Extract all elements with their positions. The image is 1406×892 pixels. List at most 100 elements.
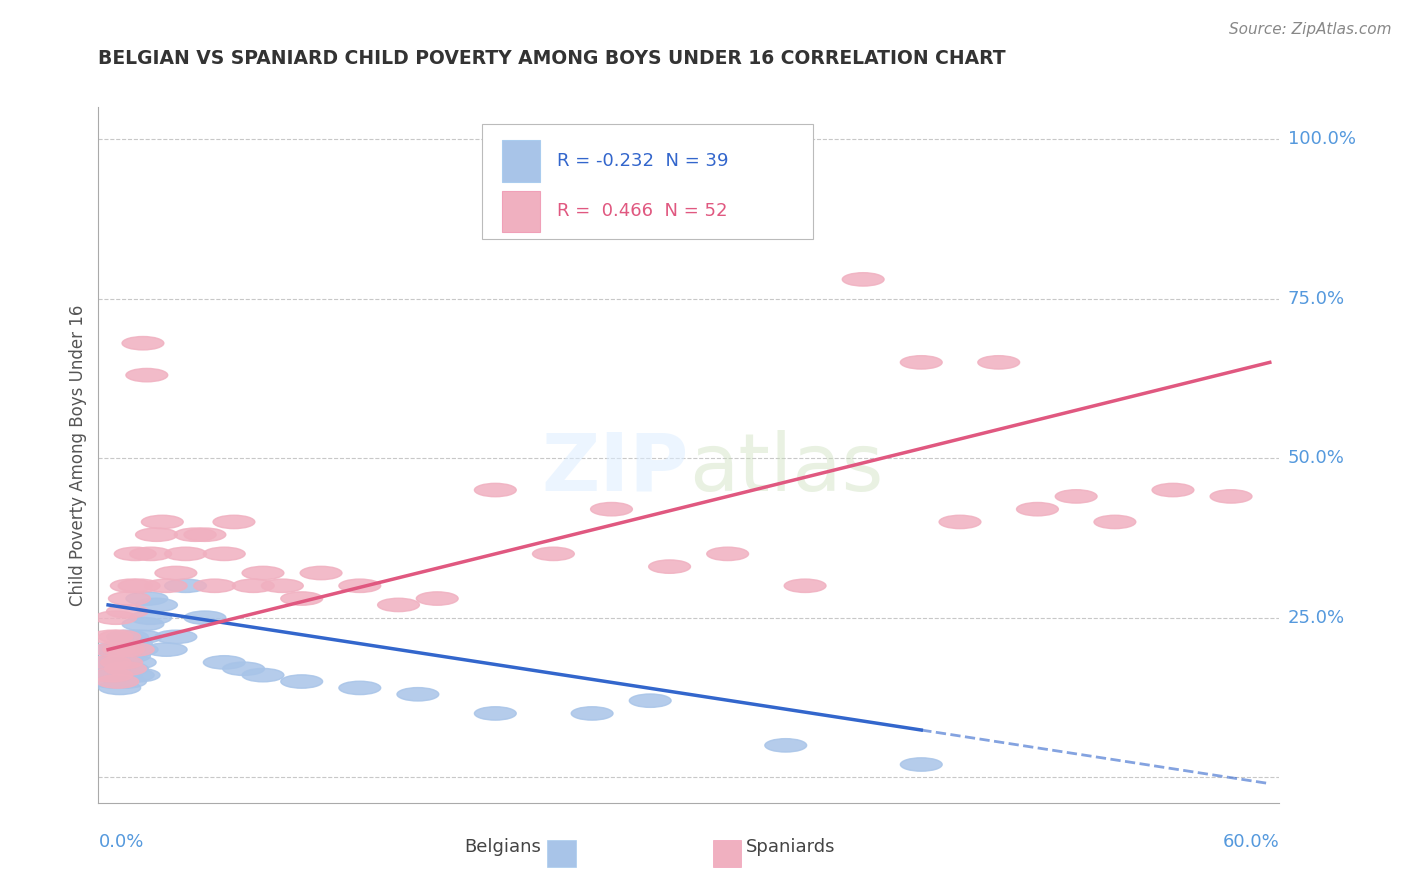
Ellipse shape [107,630,149,643]
Text: 25.0%: 25.0% [1288,608,1346,627]
Ellipse shape [339,681,381,695]
Ellipse shape [1094,516,1136,529]
Ellipse shape [785,579,825,592]
FancyBboxPatch shape [502,191,540,232]
Ellipse shape [97,675,139,689]
Ellipse shape [184,611,226,624]
Ellipse shape [129,611,172,624]
Text: 100.0%: 100.0% [1288,130,1355,148]
Text: atlas: atlas [689,430,883,508]
Ellipse shape [765,739,807,752]
Text: Spaniards: Spaniards [745,838,835,855]
Ellipse shape [155,566,197,580]
Ellipse shape [135,528,177,541]
Ellipse shape [396,688,439,701]
Ellipse shape [118,579,160,592]
Ellipse shape [142,516,183,529]
Ellipse shape [103,649,145,663]
Ellipse shape [127,591,167,606]
Ellipse shape [630,694,671,707]
Ellipse shape [222,662,264,675]
Ellipse shape [339,579,381,592]
Ellipse shape [232,579,274,592]
Ellipse shape [533,547,574,560]
Ellipse shape [281,591,322,606]
FancyBboxPatch shape [482,124,813,239]
Ellipse shape [108,591,150,606]
Ellipse shape [145,643,187,657]
Ellipse shape [108,649,150,663]
Ellipse shape [214,516,254,529]
Text: 0.0%: 0.0% [98,833,143,851]
Ellipse shape [165,579,207,592]
Ellipse shape [89,656,131,669]
Ellipse shape [707,547,748,560]
Ellipse shape [1211,490,1251,503]
Text: R = -0.232  N = 39: R = -0.232 N = 39 [557,153,728,170]
Ellipse shape [1056,490,1097,503]
Ellipse shape [378,599,419,612]
Ellipse shape [474,706,516,720]
Ellipse shape [262,579,304,592]
Ellipse shape [939,516,981,529]
Ellipse shape [155,630,197,643]
Ellipse shape [120,630,162,643]
Ellipse shape [194,579,235,592]
Ellipse shape [842,273,884,286]
Ellipse shape [648,560,690,574]
Text: R =  0.466  N = 52: R = 0.466 N = 52 [557,202,727,220]
Ellipse shape [91,643,134,657]
Ellipse shape [571,706,613,720]
Ellipse shape [107,605,149,618]
Ellipse shape [101,656,142,669]
Ellipse shape [91,668,134,681]
Ellipse shape [204,547,245,560]
Ellipse shape [112,643,155,657]
Ellipse shape [416,591,458,606]
Ellipse shape [111,637,152,650]
Ellipse shape [107,662,149,675]
Ellipse shape [977,356,1019,369]
Text: 75.0%: 75.0% [1288,290,1346,308]
Ellipse shape [93,643,135,657]
Ellipse shape [111,579,152,592]
Ellipse shape [96,668,136,681]
Text: ZIP: ZIP [541,430,689,508]
Ellipse shape [104,675,146,689]
Ellipse shape [165,547,207,560]
Ellipse shape [900,758,942,772]
Text: 60.0%: 60.0% [1223,833,1279,851]
Ellipse shape [112,668,155,681]
Ellipse shape [281,675,322,689]
Text: BELGIAN VS SPANIARD CHILD POVERTY AMONG BOYS UNDER 16 CORRELATION CHART: BELGIAN VS SPANIARD CHILD POVERTY AMONG … [98,49,1007,68]
Ellipse shape [242,566,284,580]
Ellipse shape [104,662,146,675]
Ellipse shape [103,643,145,657]
Ellipse shape [114,656,156,669]
Ellipse shape [97,643,139,657]
Ellipse shape [184,528,226,541]
Ellipse shape [93,675,135,689]
Ellipse shape [1017,502,1059,516]
Ellipse shape [174,528,217,541]
Ellipse shape [118,668,160,681]
Ellipse shape [122,617,165,631]
Ellipse shape [98,681,141,695]
Ellipse shape [114,547,156,560]
Ellipse shape [474,483,516,497]
FancyBboxPatch shape [713,840,741,867]
FancyBboxPatch shape [502,140,540,182]
Ellipse shape [117,643,157,657]
Ellipse shape [96,611,136,624]
Ellipse shape [299,566,342,580]
Ellipse shape [122,336,165,350]
FancyBboxPatch shape [547,840,575,867]
Ellipse shape [101,668,142,681]
Ellipse shape [204,656,245,669]
Ellipse shape [135,599,177,612]
Ellipse shape [1152,483,1194,497]
Text: Source: ZipAtlas.com: Source: ZipAtlas.com [1229,22,1392,37]
Ellipse shape [89,656,131,669]
Ellipse shape [127,368,167,382]
Y-axis label: Child Poverty Among Boys Under 16: Child Poverty Among Boys Under 16 [69,304,87,606]
